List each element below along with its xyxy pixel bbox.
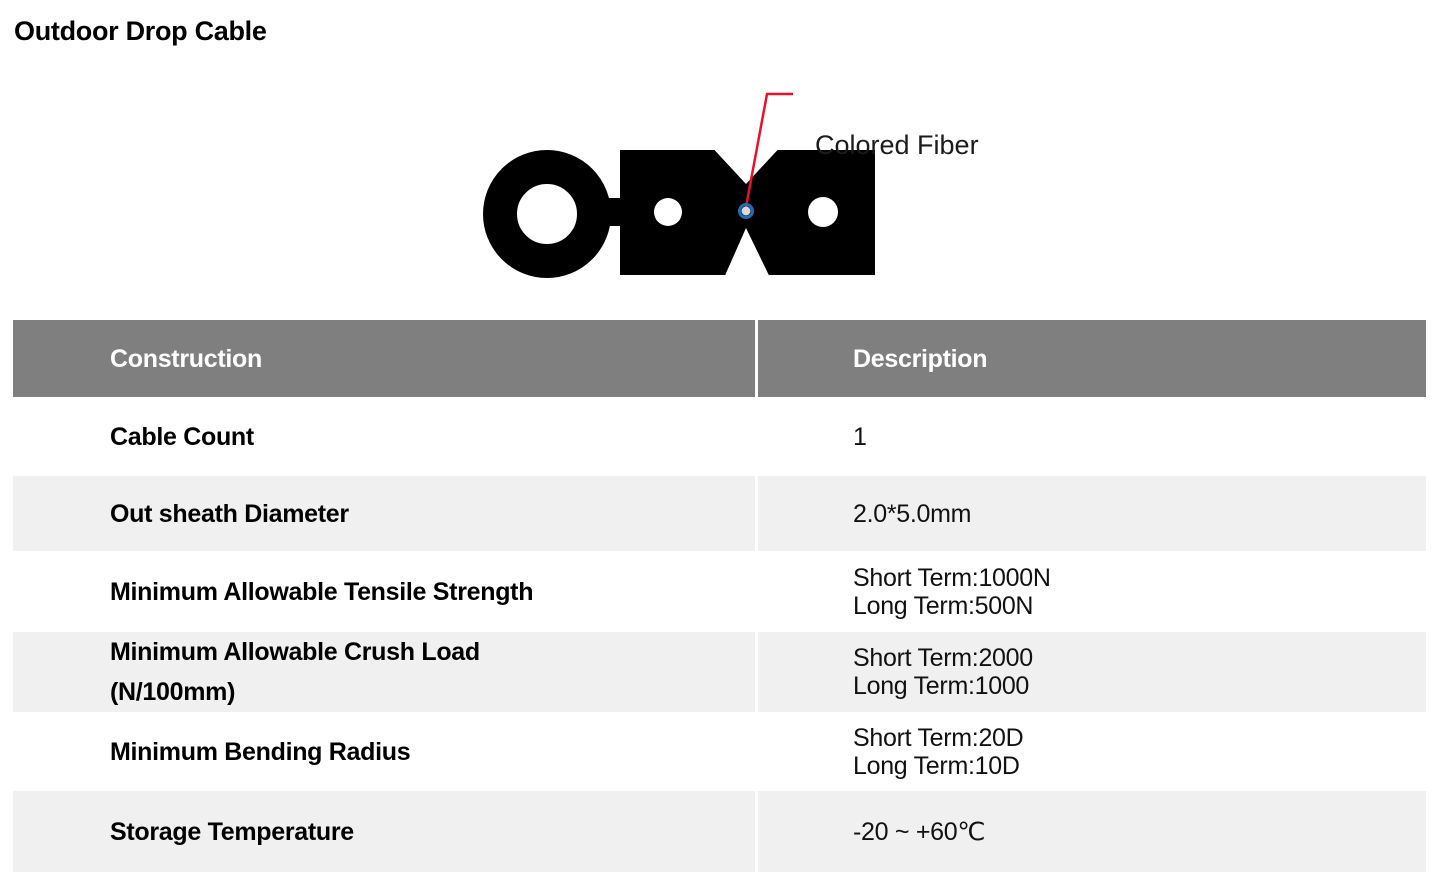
table-header-row: Construction Description: [13, 320, 1426, 397]
colored-fiber-ring: [738, 203, 754, 219]
construction-cell: Storage Temperature: [13, 791, 755, 872]
colored-fiber-core: [741, 206, 751, 216]
page-title: Outdoor Drop Cable: [14, 16, 267, 46]
construction-cell: Out sheath Diameter: [13, 476, 755, 551]
strength-member-hole-right: [808, 197, 838, 227]
description-cell: Short Term:2000 Long Term:1000: [758, 632, 1426, 712]
top-notch: [714, 149, 778, 184]
description-cell: -20 ~ +60℃: [758, 791, 1426, 872]
description-cell: Short Term:20D Long Term:10D: [853, 723, 1024, 780]
construction-cell: Cable Count: [110, 422, 254, 451]
spec-table: Construction Description Cable Count 1 O…: [13, 320, 1426, 872]
table-row-storage-temperature: Storage Temperature -20 ~ +60℃: [13, 791, 1426, 872]
table-row-tensile-strength: Minimum Allowable Tensile Strength Short…: [13, 551, 1426, 632]
description-cell: 2.0*5.0mm: [758, 476, 1426, 551]
messenger-wire-ring: [483, 150, 611, 278]
table-row-cable-count: Cable Count 1: [13, 397, 1426, 476]
description-cell: 1: [853, 422, 867, 451]
cable-cross-section-diagram: Colored Fiber: [450, 60, 1050, 290]
construction-cell: Minimum Allowable Tensile Strength: [110, 577, 534, 606]
table-row-crush-load: Minimum Allowable Crush Load (N/100mm) S…: [13, 632, 1426, 712]
header-construction: Construction: [13, 320, 755, 397]
connector-web: [597, 198, 624, 226]
description-cell: Short Term:1000N Long Term:500N: [853, 563, 1051, 620]
construction-cell: Minimum Bending Radius: [110, 737, 411, 766]
table-row-bending-radius: Minimum Bending Radius Short Term:20D Lo…: [13, 712, 1426, 791]
header-description: Description: [758, 320, 1426, 397]
construction-cell: Minimum Allowable Crush Load (N/100mm): [13, 632, 755, 712]
strength-member-hole-left: [654, 198, 682, 226]
bottom-notch: [725, 228, 769, 276]
colored-fiber-label: Colored Fiber: [815, 130, 979, 160]
cable-cross-section-drawing: [483, 92, 875, 278]
leader-line: [744, 92, 793, 208]
table-row-out-sheath-diameter: Out sheath Diameter 2.0*5.0mm: [13, 476, 1426, 551]
